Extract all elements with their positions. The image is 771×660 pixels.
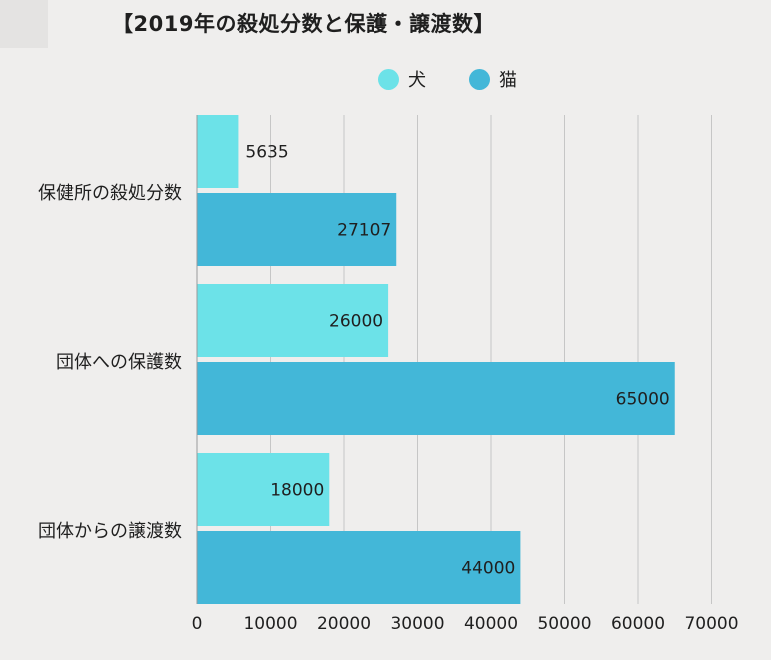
data-label-cat-2: 65000 (616, 390, 670, 410)
corner-decoration (0, 0, 48, 48)
chart-title: 【2019年の殺処分数と保護・譲渡数】 (112, 12, 495, 36)
legend-item-cat: 猫 (469, 66, 517, 92)
legend-cat-swatch-icon (469, 68, 490, 90)
data-label-dog-2: 26000 (329, 312, 383, 332)
bar-dog-1 (197, 115, 239, 188)
data-label-dog-1: 5635 (245, 143, 288, 163)
legend-cat-label: 猫 (499, 70, 517, 91)
bar-cat-3 (197, 531, 521, 604)
x-tick-label-20000: 20000 (317, 614, 371, 634)
legend-item-dog: 犬 (378, 66, 426, 92)
bar-dog-3 (197, 453, 330, 526)
category-label-group-adoption: 団体からの譲渡数 (38, 521, 182, 542)
x-tick-label-50000: 50000 (537, 614, 591, 634)
bar-dog-2 (197, 284, 389, 357)
x-tick-label-30000: 30000 (390, 614, 444, 634)
x-tick-label-10000: 10000 (243, 614, 297, 634)
legend-dog-swatch-icon (378, 68, 399, 90)
data-label-dog-3: 18000 (270, 481, 324, 501)
bar-cat-1 (197, 193, 397, 266)
x-tick-label-60000: 60000 (611, 614, 665, 634)
data-label-cat-1: 27107 (337, 221, 391, 241)
x-tick-label-70000: 70000 (684, 614, 738, 634)
category-label-shelter-euthanasia: 保健所の殺処分数 (38, 183, 182, 204)
x-tick-label-40000: 40000 (464, 614, 518, 634)
legend-dog-label: 犬 (408, 70, 426, 91)
data-label-cat-3: 44000 (461, 559, 515, 579)
x-tick-label-0: 0 (192, 614, 203, 634)
bar-cat-2 (197, 362, 675, 435)
category-label-group-protection: 団体への保護数 (56, 352, 182, 373)
